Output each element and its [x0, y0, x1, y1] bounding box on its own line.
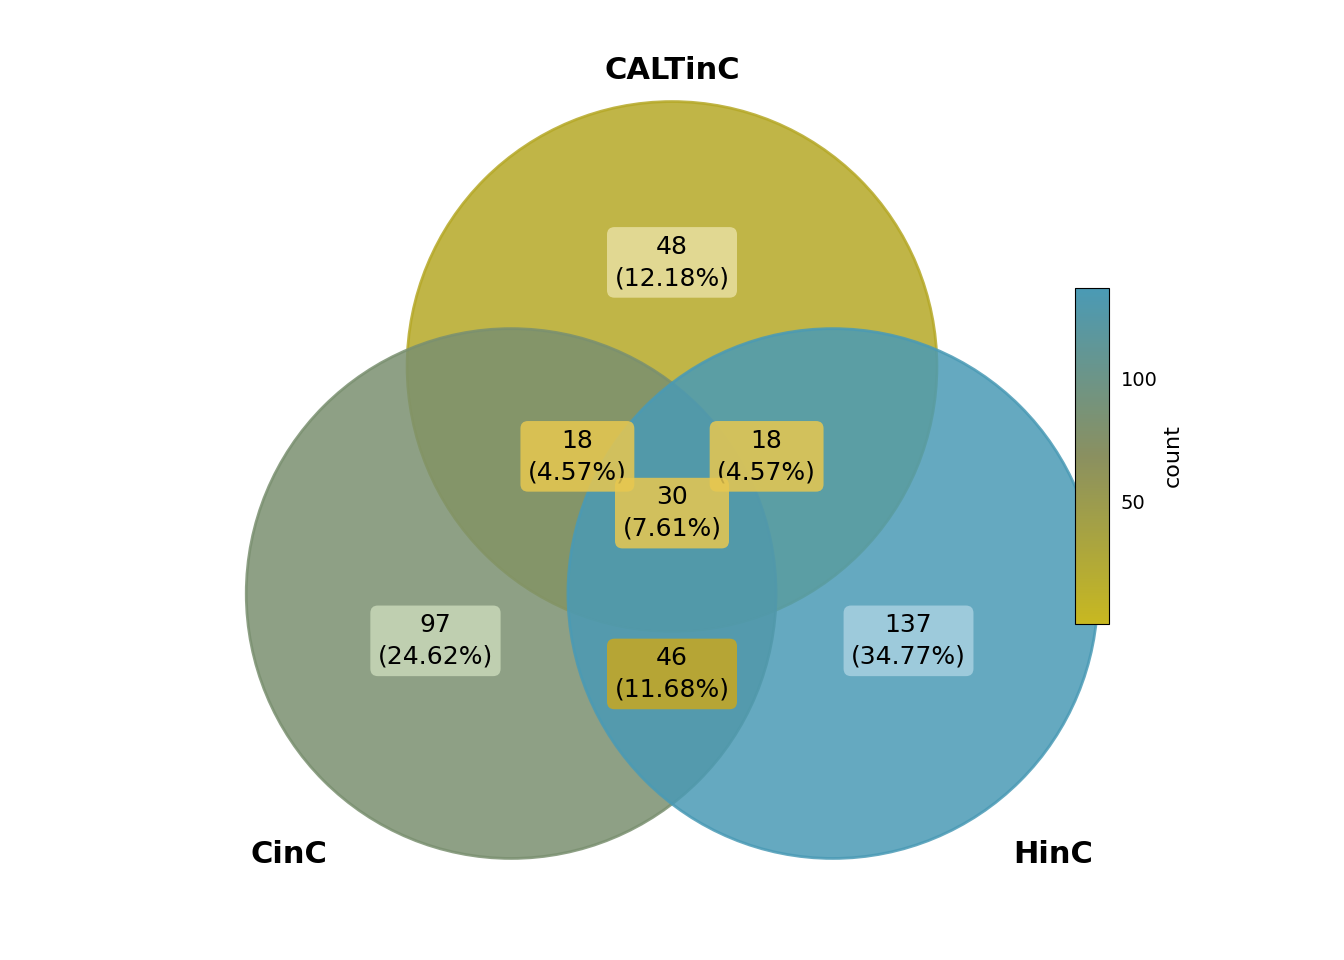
Text: 18
(4.57%): 18 (4.57%) [528, 428, 626, 484]
Text: 46
(11.68%): 46 (11.68%) [614, 646, 730, 702]
Text: CinC: CinC [251, 840, 328, 869]
Circle shape [407, 102, 937, 632]
Text: 48
(12.18%): 48 (12.18%) [614, 234, 730, 290]
Text: 18
(4.57%): 18 (4.57%) [718, 428, 816, 484]
Circle shape [246, 328, 775, 858]
Text: 97
(24.62%): 97 (24.62%) [378, 613, 493, 668]
Text: CALTinC: CALTinC [605, 56, 739, 84]
Text: HinC: HinC [1013, 840, 1093, 869]
Circle shape [569, 328, 1098, 858]
Text: 137
(34.77%): 137 (34.77%) [851, 613, 966, 668]
Y-axis label: count: count [1163, 424, 1183, 488]
Text: 30
(7.61%): 30 (7.61%) [622, 486, 722, 540]
